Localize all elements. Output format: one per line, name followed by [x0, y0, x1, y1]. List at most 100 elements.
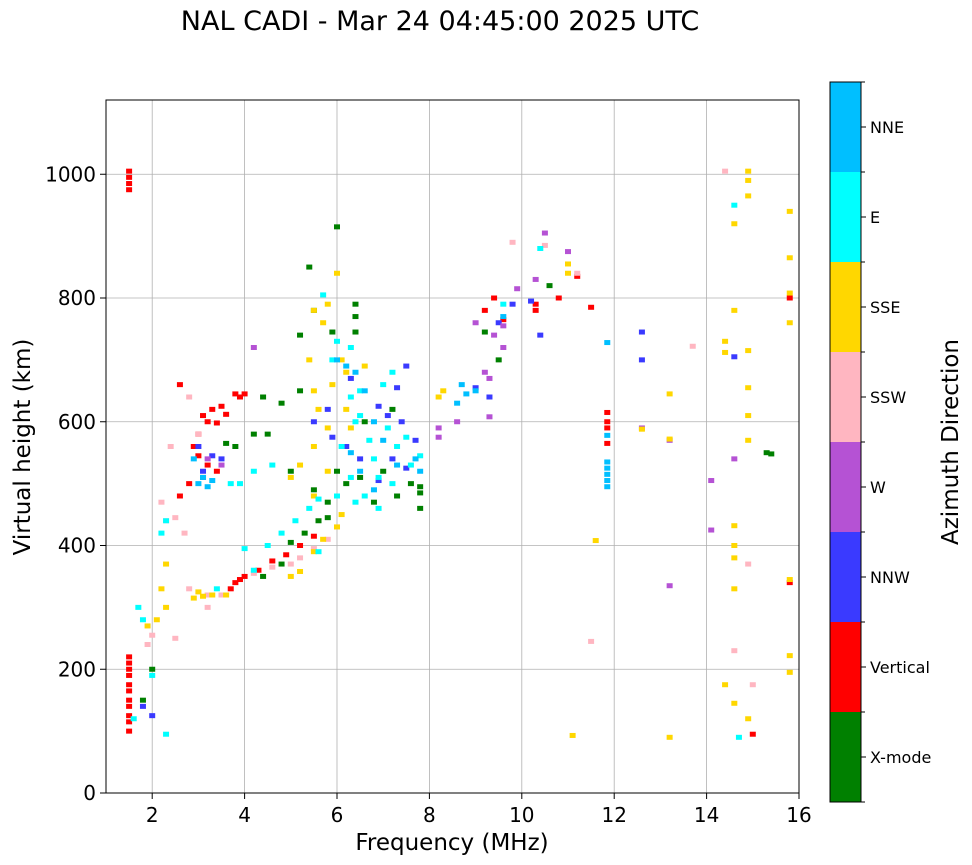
- data-point: [638, 426, 645, 432]
- data-point: [500, 317, 507, 323]
- data-point: [592, 538, 599, 544]
- data-point: [204, 462, 211, 468]
- data-point: [320, 536, 327, 542]
- data-point: [324, 406, 331, 412]
- data-point: [638, 329, 645, 335]
- data-point: [417, 505, 424, 511]
- data-point: [786, 669, 793, 675]
- data-point: [745, 437, 752, 443]
- colorbar-tick-label: SSE: [870, 298, 900, 317]
- x-tick-label: 8: [423, 803, 436, 827]
- data-point: [666, 583, 673, 589]
- data-point: [324, 536, 331, 542]
- data-point: [227, 481, 234, 487]
- data-point: [204, 419, 211, 425]
- data-point: [260, 573, 267, 579]
- data-point: [731, 523, 738, 529]
- colorbar-segment: [830, 172, 861, 262]
- data-point: [731, 648, 738, 654]
- data-point: [126, 654, 133, 660]
- data-point: [172, 635, 179, 641]
- data-point: [731, 354, 738, 360]
- data-point: [412, 437, 419, 443]
- data-point: [126, 666, 133, 672]
- data-point: [343, 444, 350, 449]
- series-e: [130, 202, 742, 740]
- data-point: [352, 301, 359, 307]
- data-point: [218, 403, 225, 409]
- data-point: [486, 394, 493, 400]
- data-point: [126, 697, 133, 703]
- data-point: [541, 230, 548, 236]
- colorbar-tick-label: NNW: [870, 568, 910, 587]
- data-point: [509, 301, 516, 307]
- data-point: [532, 307, 539, 313]
- data-point: [495, 320, 502, 326]
- data-point: [565, 261, 571, 267]
- data-point: [435, 425, 442, 431]
- data-point: [532, 276, 539, 282]
- colorbar-tick-label: W: [870, 478, 886, 497]
- colorbar-tick-label: X-mode: [870, 748, 931, 767]
- data-point: [343, 406, 350, 412]
- data-point: [352, 499, 359, 505]
- data-point: [158, 499, 165, 505]
- data-point: [310, 487, 317, 493]
- data-point: [500, 345, 507, 350]
- data-point: [195, 481, 202, 487]
- data-point: [204, 484, 211, 490]
- data-point: [357, 413, 364, 419]
- data-point: [417, 484, 424, 490]
- data-point: [731, 221, 738, 227]
- data-point: [190, 456, 197, 462]
- data-point: [338, 357, 345, 363]
- data-point: [209, 453, 216, 459]
- series-ssw: [144, 168, 756, 688]
- data-point: [278, 561, 285, 567]
- data-point: [347, 394, 354, 400]
- data-point: [200, 468, 207, 474]
- data-point: [384, 425, 391, 431]
- data-point: [555, 295, 562, 301]
- data-point: [537, 246, 544, 251]
- data-point: [126, 187, 133, 193]
- data-point: [250, 431, 257, 437]
- data-point: [361, 363, 368, 369]
- data-point: [158, 586, 165, 592]
- data-point: [389, 481, 396, 487]
- series-vertical: [126, 168, 793, 737]
- data-point: [195, 589, 202, 595]
- data-point: [334, 493, 340, 499]
- data-point: [158, 530, 165, 536]
- data-point: [297, 388, 304, 394]
- data-point: [329, 382, 336, 388]
- data-point: [454, 419, 461, 425]
- x-tick-label: 12: [601, 803, 626, 827]
- data-point: [232, 580, 239, 586]
- data-point: [255, 567, 262, 573]
- y-tick-label: 600: [58, 410, 96, 434]
- data-point: [283, 552, 290, 558]
- data-point: [786, 577, 793, 583]
- x-tick-label: 16: [786, 803, 811, 827]
- data-point: [380, 437, 387, 443]
- data-point: [324, 425, 331, 431]
- data-point: [537, 332, 544, 338]
- data-point: [310, 549, 317, 555]
- data-point: [731, 456, 738, 462]
- data-point: [213, 420, 220, 426]
- data-point: [361, 419, 368, 425]
- data-point: [200, 593, 207, 599]
- data-point: [135, 604, 142, 610]
- data-point: [324, 499, 331, 505]
- data-point: [380, 382, 387, 388]
- data-point: [343, 369, 350, 375]
- data-point: [250, 345, 257, 350]
- data-point: [181, 530, 188, 536]
- data-point: [126, 703, 133, 709]
- x-tick-label: 6: [331, 803, 344, 827]
- data-point: [310, 546, 317, 552]
- data-point: [666, 391, 673, 397]
- data-point: [315, 549, 322, 555]
- data-point: [403, 363, 410, 369]
